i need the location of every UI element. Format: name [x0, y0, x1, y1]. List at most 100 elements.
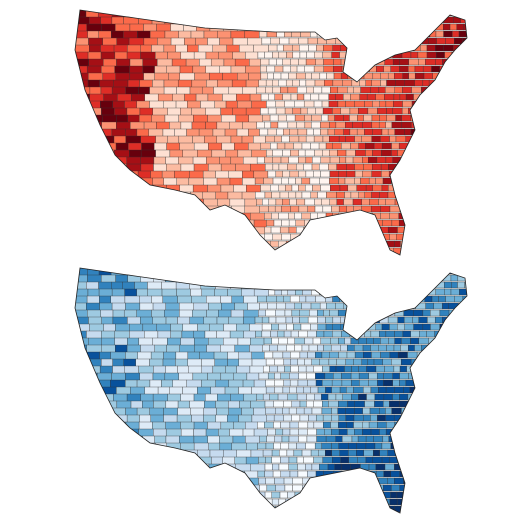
- county: [359, 379, 369, 387]
- county: [325, 449, 332, 457]
- county: [113, 491, 126, 502]
- county: [310, 323, 318, 331]
- county: [428, 191, 437, 199]
- county: [402, 330, 411, 338]
- county: [391, 219, 400, 227]
- county: [456, 23, 465, 31]
- county: [433, 505, 442, 513]
- county: [158, 226, 173, 237]
- county: [451, 58, 462, 66]
- county: [473, 345, 480, 351]
- county: [422, 323, 431, 331]
- county: [296, 198, 306, 206]
- county: [288, 219, 296, 227]
- county: [472, 178, 481, 184]
- county: [385, 386, 395, 394]
- county: [413, 470, 421, 478]
- county: [217, 268, 231, 278]
- county: [442, 442, 453, 450]
- county: [352, 121, 363, 129]
- county: [390, 470, 400, 478]
- county: [75, 421, 89, 432]
- county: [140, 219, 155, 230]
- county: [319, 463, 329, 471]
- county: [264, 400, 274, 408]
- county: [336, 191, 345, 199]
- county: [438, 295, 446, 303]
- county: [289, 198, 297, 206]
- county: [332, 456, 341, 464]
- county: [415, 400, 424, 408]
- county: [100, 156, 116, 167]
- county: [198, 226, 213, 237]
- county: [426, 44, 436, 52]
- county: [264, 226, 272, 234]
- county: [256, 393, 264, 401]
- county: [270, 121, 279, 129]
- county: [461, 10, 467, 17]
- county: [368, 323, 376, 331]
- county: [333, 72, 342, 80]
- county: [98, 491, 114, 502]
- county: [372, 184, 383, 192]
- county: [417, 149, 427, 157]
- county: [264, 351, 274, 359]
- county: [408, 240, 420, 248]
- county: [114, 470, 129, 481]
- county: [411, 477, 419, 485]
- county: [456, 163, 464, 171]
- county: [336, 498, 344, 506]
- county: [269, 344, 279, 352]
- county: [343, 498, 352, 506]
- county: [296, 121, 306, 129]
- county: [346, 309, 357, 317]
- county: [288, 442, 297, 450]
- county: [462, 170, 467, 178]
- county: [340, 44, 351, 52]
- county: [282, 407, 290, 415]
- county: [351, 23, 359, 31]
- county: [435, 44, 444, 52]
- county: [407, 37, 417, 45]
- county: [153, 470, 167, 481]
- county: [432, 170, 441, 178]
- county: [114, 477, 128, 488]
- county: [259, 30, 268, 38]
- county: [336, 163, 347, 171]
- county: [457, 233, 467, 241]
- county: [441, 240, 452, 248]
- county: [401, 337, 411, 345]
- county: [361, 198, 370, 206]
- county: [448, 372, 458, 380]
- county: [334, 114, 344, 122]
- county: [432, 177, 440, 185]
- county: [380, 212, 390, 220]
- county: [127, 191, 142, 202]
- county: [463, 72, 467, 80]
- county: [86, 184, 101, 195]
- county: [283, 379, 291, 387]
- county: [419, 268, 428, 275]
- county: [266, 414, 275, 422]
- county: [418, 414, 425, 422]
- county: [265, 219, 275, 227]
- county: [339, 16, 347, 24]
- county: [112, 184, 128, 195]
- county: [346, 386, 354, 394]
- county: [399, 365, 407, 373]
- county: [294, 212, 302, 220]
- county: [360, 316, 371, 324]
- county: [344, 337, 352, 345]
- county: [438, 177, 448, 185]
- county: [461, 247, 467, 255]
- county: [371, 30, 381, 38]
- county: [300, 107, 308, 115]
- county: [277, 247, 286, 255]
- county: [359, 10, 369, 17]
- county: [363, 268, 373, 275]
- county: [257, 51, 265, 59]
- county: [277, 23, 287, 31]
- county: [331, 219, 340, 227]
- county: [412, 288, 420, 296]
- county: [329, 121, 337, 129]
